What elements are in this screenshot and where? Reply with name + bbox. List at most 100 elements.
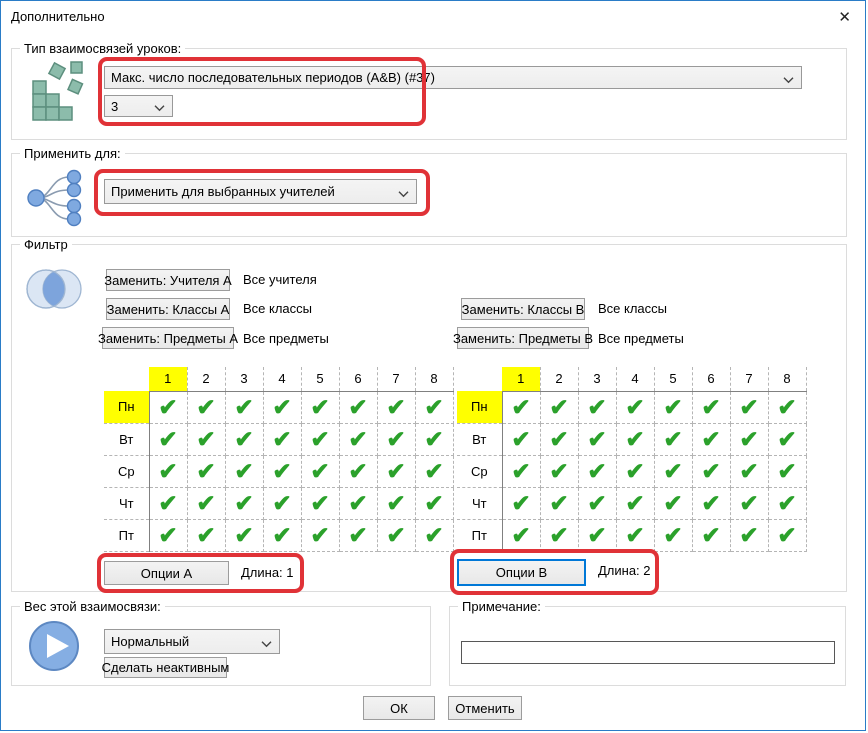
period-header[interactable]: 8 [768,367,807,391]
period-header[interactable]: 6 [339,367,378,391]
type-combobox[interactable]: Макс. число последовательных периодов (A… [104,66,802,89]
slot-cell[interactable]: ✔ [577,486,617,520]
slot-cell[interactable]: ✔ [729,390,769,424]
period-header[interactable]: 3 [225,367,264,391]
note-input[interactable] [461,641,835,664]
slot-cell[interactable]: ✔ [767,454,807,488]
slot-cell[interactable]: ✔ [186,422,226,456]
slot-cell[interactable]: ✔ [376,518,416,552]
slot-cell[interactable]: ✔ [691,486,731,520]
slot-cell[interactable]: ✔ [653,390,693,424]
slot-cell[interactable]: ✔ [262,518,302,552]
slot-cell[interactable]: ✔ [224,518,264,552]
slot-cell[interactable]: ✔ [224,454,264,488]
slot-cell[interactable]: ✔ [653,518,693,552]
options-a-button[interactable]: Опции А [104,561,229,585]
slot-cell[interactable]: ✔ [224,422,264,456]
slot-cell[interactable]: ✔ [615,518,655,552]
slot-cell[interactable]: ✔ [148,486,188,520]
replace-subjects-b-button[interactable]: Заменить: Предметы В [453,327,593,349]
slot-cell[interactable]: ✔ [224,486,264,520]
slot-cell[interactable]: ✔ [338,454,378,488]
slot-cell[interactable]: ✔ [501,390,541,424]
slot-cell[interactable]: ✔ [729,454,769,488]
period-header[interactable]: 5 [654,367,693,391]
replace-subjects-a-button[interactable]: Заменить: Предметы А [98,327,238,349]
period-header[interactable]: 7 [730,367,769,391]
period-header[interactable]: 5 [301,367,340,391]
replace-classes-a-button[interactable]: Заменить: Классы А [106,298,230,320]
day-header[interactable]: Пт [104,519,149,552]
slot-cell[interactable]: ✔ [224,390,264,424]
weight-combobox[interactable]: Нормальный [104,629,280,654]
day-header[interactable]: Вт [457,423,502,456]
slot-cell[interactable]: ✔ [414,454,454,488]
slot-cell[interactable]: ✔ [414,518,454,552]
day-header[interactable]: Чт [457,487,502,520]
slot-cell[interactable]: ✔ [615,486,655,520]
slot-cell[interactable]: ✔ [539,518,579,552]
day-header[interactable]: Пн [457,391,502,424]
slot-cell[interactable]: ✔ [653,422,693,456]
apply-combobox[interactable]: Применить для выбранных учителей [104,179,417,204]
slot-cell[interactable]: ✔ [691,518,731,552]
day-header[interactable]: Пн [104,391,149,424]
slot-cell[interactable]: ✔ [148,518,188,552]
slot-cell[interactable]: ✔ [501,422,541,456]
period-header[interactable]: 4 [616,367,655,391]
slot-cell[interactable]: ✔ [501,486,541,520]
slot-cell[interactable]: ✔ [262,390,302,424]
slot-cell[interactable]: ✔ [338,486,378,520]
slot-cell[interactable]: ✔ [539,486,579,520]
slot-cell[interactable]: ✔ [653,454,693,488]
slot-cell[interactable]: ✔ [186,486,226,520]
slot-cell[interactable]: ✔ [376,390,416,424]
slot-cell[interactable]: ✔ [414,390,454,424]
slot-cell[interactable]: ✔ [767,422,807,456]
slot-cell[interactable]: ✔ [729,422,769,456]
slot-cell[interactable]: ✔ [615,422,655,456]
slot-cell[interactable]: ✔ [148,422,188,456]
period-header[interactable]: 2 [540,367,579,391]
close-icon[interactable]: ✕ [838,9,851,26]
slot-cell[interactable]: ✔ [539,422,579,456]
period-header[interactable]: 8 [415,367,454,391]
slot-cell[interactable]: ✔ [539,390,579,424]
slot-cell[interactable]: ✔ [729,486,769,520]
slot-cell[interactable]: ✔ [338,518,378,552]
slot-cell[interactable]: ✔ [767,518,807,552]
slot-cell[interactable]: ✔ [300,454,340,488]
period-header[interactable]: 1 [149,367,188,391]
day-header[interactable]: Ср [104,455,149,488]
cancel-button[interactable]: Отменить [448,696,522,720]
period-header[interactable]: 3 [578,367,617,391]
slot-cell[interactable]: ✔ [300,518,340,552]
slot-cell[interactable]: ✔ [577,422,617,456]
slot-cell[interactable]: ✔ [148,454,188,488]
slot-cell[interactable]: ✔ [691,390,731,424]
slot-cell[interactable]: ✔ [300,390,340,424]
day-header[interactable]: Чт [104,487,149,520]
slot-cell[interactable]: ✔ [577,454,617,488]
slot-cell[interactable]: ✔ [148,390,188,424]
day-header[interactable]: Ср [457,455,502,488]
slot-cell[interactable]: ✔ [767,390,807,424]
slot-cell[interactable]: ✔ [376,454,416,488]
slot-cell[interactable]: ✔ [615,454,655,488]
slot-cell[interactable]: ✔ [691,422,731,456]
slot-cell[interactable]: ✔ [186,390,226,424]
slot-cell[interactable]: ✔ [577,518,617,552]
slot-cell[interactable]: ✔ [262,454,302,488]
day-header[interactable]: Пт [457,519,502,552]
slot-cell[interactable]: ✔ [186,518,226,552]
slot-cell[interactable]: ✔ [653,486,693,520]
slot-cell[interactable]: ✔ [767,486,807,520]
period-header[interactable]: 6 [692,367,731,391]
slot-cell[interactable]: ✔ [577,390,617,424]
day-header[interactable]: Вт [104,423,149,456]
slot-cell[interactable]: ✔ [501,454,541,488]
slot-cell[interactable]: ✔ [539,454,579,488]
make-inactive-button[interactable]: Сделать неактивным [102,657,229,678]
slot-cell[interactable]: ✔ [376,422,416,456]
period-header[interactable]: 7 [377,367,416,391]
